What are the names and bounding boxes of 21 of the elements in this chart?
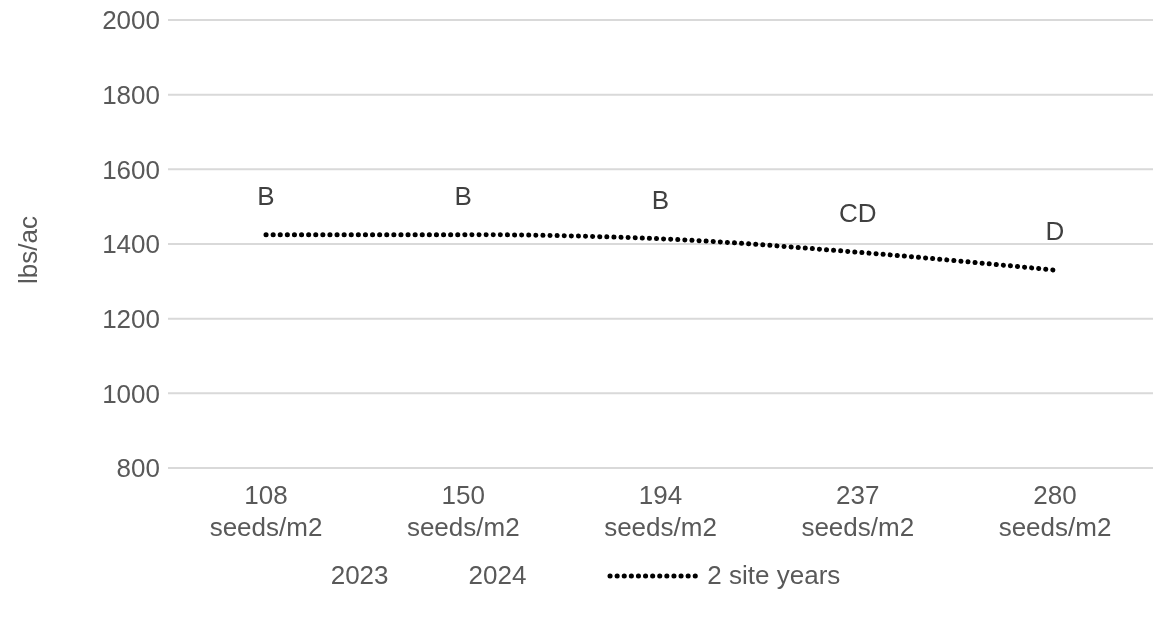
x-tick-label: 280 seeds/m2: [998, 480, 1112, 542]
y-tick-label: 2000: [102, 5, 160, 36]
legend-label: 2 site years: [707, 560, 841, 591]
y-tick-label: 1400: [102, 229, 160, 260]
y-tick-label: 1800: [102, 79, 160, 110]
y-tick-label: 1600: [102, 154, 160, 185]
text: 2024: [468, 560, 527, 591]
annotation: D: [1045, 216, 1065, 247]
x-tick-label: 108 seeds/m2: [209, 480, 323, 542]
y-axis-title: lbs/ac: [13, 216, 44, 284]
text: 2023: [330, 560, 389, 591]
y-tick-label: 1000: [102, 378, 160, 409]
annotation: CD: [838, 198, 877, 229]
y-tick-label: 800: [116, 453, 160, 484]
x-tick-label: 237 seeds/m2: [801, 480, 915, 542]
x-tick-label: 194 seeds/m2: [604, 480, 717, 542]
annotation: B: [651, 184, 670, 215]
x-tick-label: 150 seeds/m2: [406, 480, 520, 542]
annotation: B: [257, 180, 275, 211]
annotation: B: [454, 180, 472, 211]
y-tick-label: 1200: [102, 303, 160, 334]
